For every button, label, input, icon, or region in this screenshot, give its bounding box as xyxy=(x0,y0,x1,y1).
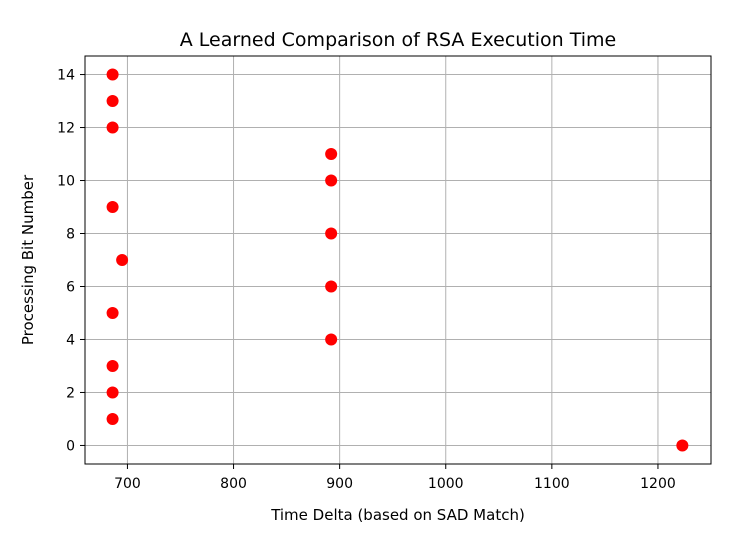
data-point xyxy=(106,306,119,319)
x-axis-ticks: 700 800 900 1000 1100 1200 xyxy=(114,464,676,492)
data-point xyxy=(106,359,119,372)
x-tick-label: 800 xyxy=(220,476,247,492)
grid xyxy=(85,56,711,464)
data-point xyxy=(325,333,338,346)
data-point xyxy=(116,254,129,266)
x-axis-label: Time Delta (based on SAD Match) xyxy=(270,506,525,524)
x-tick-label: 1100 xyxy=(534,476,570,492)
x-tick-label: 1000 xyxy=(428,476,464,492)
data-point xyxy=(106,121,119,134)
x-tick-label: 700 xyxy=(114,476,141,492)
data-point xyxy=(106,95,119,108)
data-point xyxy=(106,412,119,425)
data-point xyxy=(325,227,338,240)
data-point xyxy=(676,439,689,452)
data-point xyxy=(106,68,119,81)
y-tick-label: 4 xyxy=(66,332,75,348)
y-axis-label: Processing Bit Number xyxy=(19,174,37,345)
plot-frame xyxy=(84,55,712,465)
y-tick-label: 6 xyxy=(66,279,75,295)
data-point xyxy=(106,386,119,399)
y-tick-label: 14 xyxy=(57,68,75,84)
data-point xyxy=(325,280,338,293)
data-point xyxy=(325,174,338,187)
y-tick-label: 10 xyxy=(57,174,75,190)
data-point xyxy=(106,201,119,214)
data-points xyxy=(106,68,689,452)
x-tick-label: 1200 xyxy=(640,476,676,492)
data-point xyxy=(325,148,338,161)
chart-title: A Learned Comparison of RSA Execution Ti… xyxy=(180,29,617,51)
x-tick-label: 900 xyxy=(326,476,353,492)
y-axis-ticks: 0 2 4 6 8 10 12 14 xyxy=(57,68,85,454)
y-tick-label: 0 xyxy=(66,438,75,454)
y-tick-label: 8 xyxy=(66,227,75,243)
y-tick-label: 2 xyxy=(66,385,75,401)
y-tick-label: 12 xyxy=(57,121,75,137)
